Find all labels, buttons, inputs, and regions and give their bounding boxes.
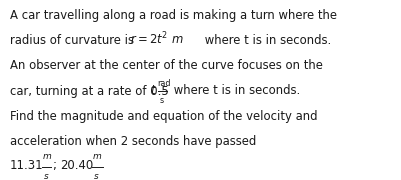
Text: An observer at the center of the curve focuses on the: An observer at the center of the curve f…: [10, 59, 322, 72]
Text: s: s: [44, 172, 49, 180]
Text: car, turning at a rate of 0.5: car, turning at a rate of 0.5: [10, 84, 168, 98]
Text: m: m: [93, 152, 101, 161]
Text: Find the magnitude and equation of the velocity and: Find the magnitude and equation of the v…: [10, 110, 317, 123]
Text: where t is in seconds.: where t is in seconds.: [170, 84, 300, 98]
Text: 20.40: 20.40: [60, 159, 93, 172]
Text: acceleration when 2 seconds have passed: acceleration when 2 seconds have passed: [10, 135, 256, 148]
Text: 11.31: 11.31: [10, 159, 44, 172]
Text: m: m: [43, 152, 52, 161]
Text: rad: rad: [157, 79, 171, 88]
Text: where t is in seconds.: where t is in seconds.: [201, 34, 331, 47]
Text: $t$: $t$: [150, 84, 157, 98]
Text: s: s: [94, 172, 99, 180]
Text: s: s: [159, 96, 163, 105]
Text: $r = 2t^2\ m$: $r = 2t^2\ m$: [130, 30, 183, 47]
Text: ;: ;: [52, 159, 56, 172]
Text: A car travelling along a road is making a turn where the: A car travelling along a road is making …: [10, 9, 336, 22]
Text: radius of curvature is: radius of curvature is: [10, 34, 138, 47]
